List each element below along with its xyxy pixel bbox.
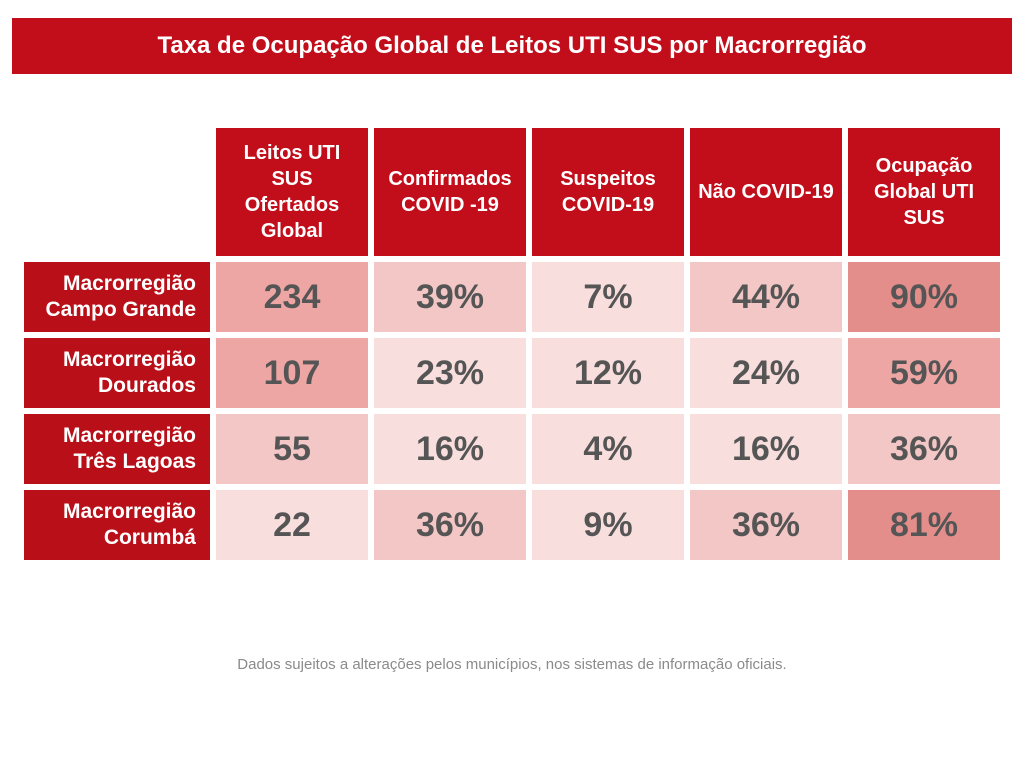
table-cell: 90% — [848, 262, 1000, 332]
table-cell: 24% — [690, 338, 842, 408]
table-cell: 36% — [374, 490, 526, 560]
row-header: Macrorregião Três Lagoas — [24, 414, 210, 484]
table-cell: 12% — [532, 338, 684, 408]
table-cell: 9% — [532, 490, 684, 560]
table-row: Macrorregião Corumbá2236%9%36%81% — [24, 490, 1000, 560]
table-cell: 81% — [848, 490, 1000, 560]
table-cell: 36% — [690, 490, 842, 560]
table-cell: 16% — [690, 414, 842, 484]
col-header: Suspeitos COVID-19 — [532, 128, 684, 256]
table-header-row: Leitos UTI SUS Ofertados Global Confirma… — [24, 128, 1000, 256]
table-row: Macrorregião Dourados10723%12%24%59% — [24, 338, 1000, 408]
col-header: Ocupação Global UTI SUS — [848, 128, 1000, 256]
footnote: Dados sujeitos a alterações pelos municí… — [12, 656, 1012, 673]
table-row: Macrorregião Campo Grande23439%7%44%90% — [24, 262, 1000, 332]
table-cell: 23% — [374, 338, 526, 408]
table-cell: 36% — [848, 414, 1000, 484]
table-cell: 16% — [374, 414, 526, 484]
table-cell: 4% — [532, 414, 684, 484]
table-cell: 39% — [374, 262, 526, 332]
row-header: Macrorregião Dourados — [24, 338, 210, 408]
table-cell: 59% — [848, 338, 1000, 408]
row-header: Macrorregião Campo Grande — [24, 262, 210, 332]
table-cell: 234 — [216, 262, 368, 332]
table-cell: 22 — [216, 490, 368, 560]
page-title: Taxa de Ocupação Global de Leitos UTI SU… — [12, 18, 1012, 74]
row-header: Macrorregião Corumbá — [24, 490, 210, 560]
occupancy-table-wrap: Leitos UTI SUS Ofertados Global Confirma… — [12, 122, 1012, 566]
col-header: Confirmados COVID -19 — [374, 128, 526, 256]
table-corner — [24, 128, 210, 256]
table-cell: 44% — [690, 262, 842, 332]
col-header: Não COVID-19 — [690, 128, 842, 256]
table-cell: 55 — [216, 414, 368, 484]
occupancy-table: Leitos UTI SUS Ofertados Global Confirma… — [18, 122, 1006, 566]
table-row: Macrorregião Três Lagoas5516%4%16%36% — [24, 414, 1000, 484]
table-cell: 107 — [216, 338, 368, 408]
table-cell: 7% — [532, 262, 684, 332]
col-header: Leitos UTI SUS Ofertados Global — [216, 128, 368, 256]
